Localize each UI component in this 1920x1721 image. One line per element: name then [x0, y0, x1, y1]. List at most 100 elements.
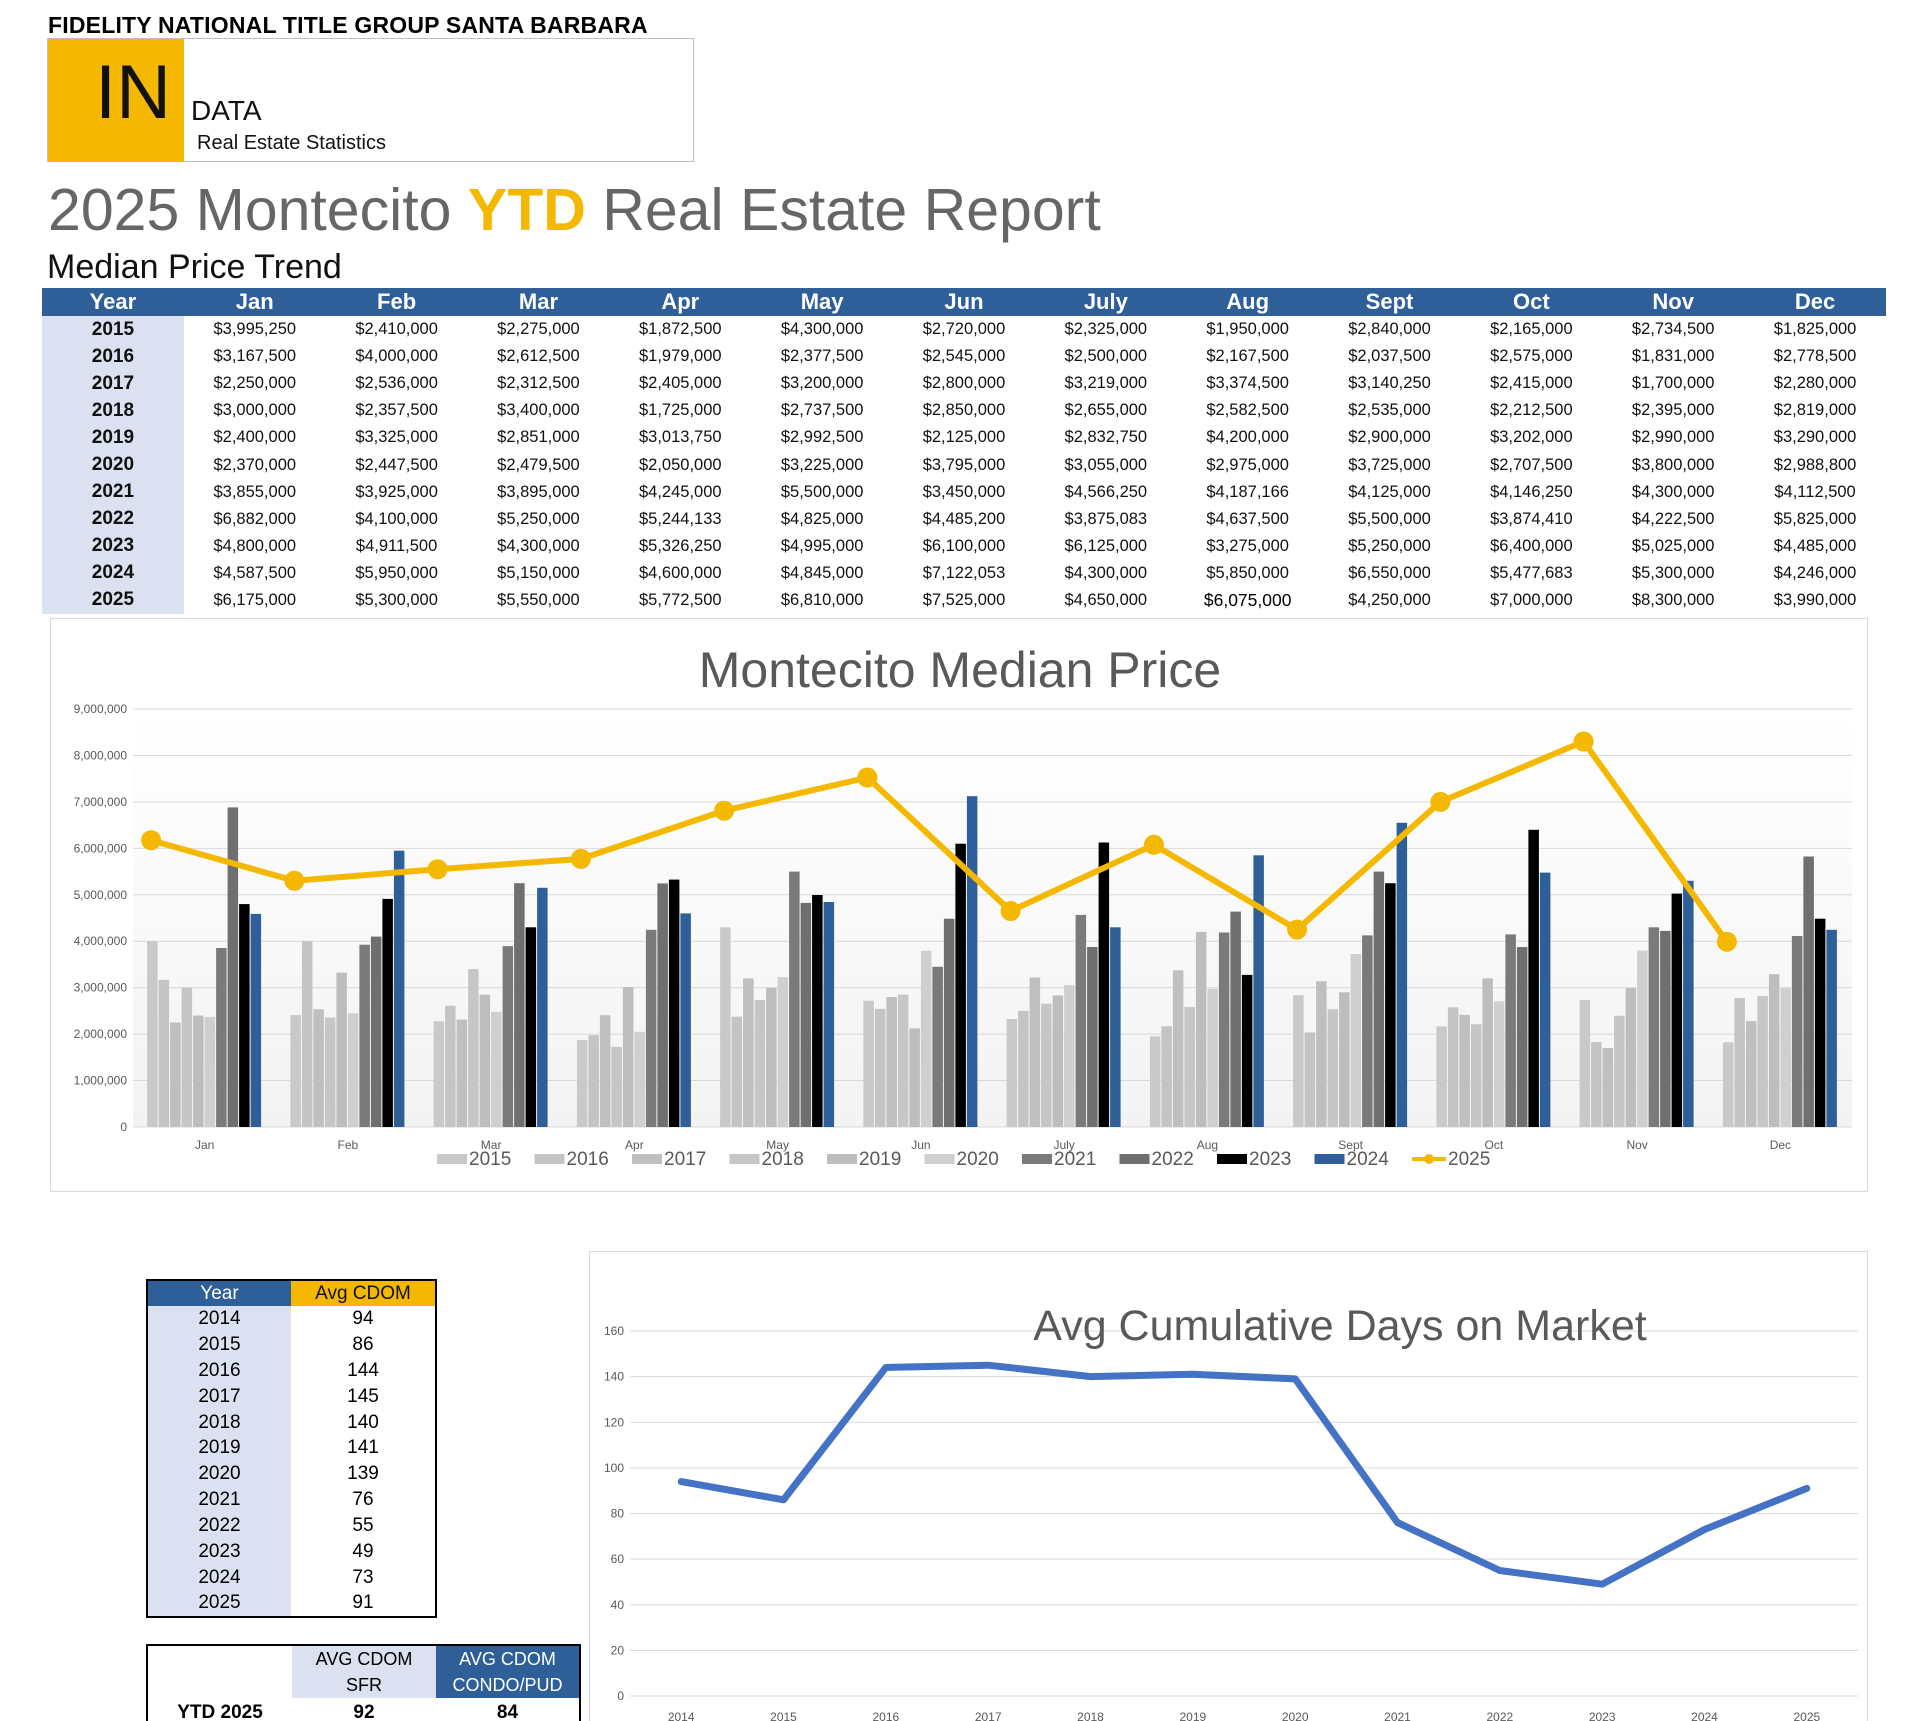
- bar-2024: [250, 913, 262, 1127]
- cdom-year: 2022: [147, 1513, 291, 1540]
- bar-2019: [1339, 992, 1350, 1127]
- bar-2022: [514, 883, 525, 1127]
- median-cell: $2,312,500: [497, 374, 580, 393]
- bar-2024: [1253, 855, 1264, 1127]
- bar-2021: [1791, 936, 1803, 1127]
- median-cell: $6,175,000: [213, 590, 297, 609]
- median-cell: $2,737,500: [780, 401, 864, 420]
- median-cell: $1,979,000: [639, 347, 722, 366]
- median-cell: $5,772,500: [639, 590, 722, 609]
- ytd-sfr-line2: SFR: [346, 1675, 382, 1695]
- bar-2016: [1447, 1007, 1459, 1127]
- ytd-header-sfr: AVG CDOM SFR: [292, 1645, 436, 1698]
- bar-2018: [1327, 1009, 1339, 1127]
- median-cell: $3,167,500: [213, 347, 297, 366]
- median-cell: $4,566,250: [1064, 482, 1148, 501]
- cdom-point: [1601, 1583, 1604, 1586]
- median-cell: $1,725,000: [639, 401, 722, 420]
- bar-2016: [731, 1016, 743, 1127]
- median-cell: $2,325,000: [1064, 320, 1148, 339]
- median-cell: $6,550,000: [1348, 563, 1431, 582]
- median-cell: $4,245,000: [639, 482, 722, 501]
- y-tick-label: 1,000,000: [74, 1074, 128, 1088]
- point-2025: [1430, 791, 1451, 812]
- legend-label: 2024: [1347, 1149, 1390, 1170]
- median-header-cell: Apr: [609, 288, 752, 316]
- legend-label: 2017: [664, 1149, 706, 1170]
- legend-swatch: [924, 1154, 955, 1164]
- x-tick-label: 2021: [1384, 1710, 1411, 1721]
- bar-2021: [645, 929, 657, 1127]
- median-cell: $5,300,000: [355, 590, 438, 609]
- median-cell: $4,485,000: [1773, 536, 1857, 555]
- bar-2020: [347, 1013, 359, 1127]
- median-row: 2017 $2,250,000 $2,536,000 $2,312,500 $2,405…: [42, 370, 1886, 398]
- x-tick-label: 2016: [872, 1710, 899, 1721]
- bar-2018: [468, 969, 479, 1127]
- y-tick-label: 9,000,000: [74, 702, 128, 716]
- bar-2022: [800, 902, 812, 1127]
- cdom-point: [1089, 1375, 1092, 1378]
- median-cell: $2,377,500: [780, 347, 864, 366]
- median-cell: $3,140,250: [1348, 374, 1431, 393]
- cdom-header-row: Year Avg CDOM: [147, 1280, 436, 1306]
- legend-swatch: [1217, 1154, 1247, 1164]
- median-cell: $4,000,000: [355, 347, 438, 366]
- median-cell: $2,988,800: [1773, 455, 1857, 474]
- median-cell: $3,795,000: [922, 455, 1006, 474]
- cdom-value: 144: [347, 1359, 379, 1381]
- median-header-cell: Dec: [1744, 288, 1886, 316]
- legend-swatch: [827, 1154, 857, 1164]
- cdom-point: [1498, 1569, 1501, 1572]
- median-cell: $2,405,000: [639, 374, 722, 393]
- x-tick-label: Sept: [1338, 1138, 1363, 1152]
- x-tick-label: Jun: [911, 1138, 930, 1152]
- bar-2017: [599, 1015, 611, 1127]
- median-row-year: 2019: [42, 424, 184, 452]
- bar-2021: [789, 871, 800, 1127]
- median-cell: $4,485,200: [922, 509, 1006, 528]
- y-tick-label: 120: [604, 1415, 624, 1429]
- plot-area: [133, 709, 1852, 1127]
- median-cell: $2,582,500: [1206, 401, 1289, 420]
- bar-2015: [433, 1021, 445, 1127]
- bar-2018: [324, 1017, 336, 1127]
- cdom-year: 2017: [147, 1383, 291, 1410]
- median-cell: $3,325,000: [355, 428, 438, 447]
- bar-2019: [1482, 978, 1493, 1127]
- median-cell: $6,100,000: [922, 536, 1006, 555]
- y-tick-label: 0: [617, 1689, 624, 1703]
- ytd-condo-line1: AVG CDOM: [459, 1649, 556, 1669]
- median-cell: $4,300,000: [497, 536, 580, 555]
- bar-2017: [1172, 970, 1184, 1127]
- legend-swatch: [1119, 1154, 1150, 1164]
- cdom-value: 145: [347, 1385, 379, 1407]
- cdom-header-year: Year: [147, 1280, 291, 1306]
- cdom-year: 2025: [147, 1590, 291, 1617]
- median-cell: $3,000,000: [213, 401, 297, 420]
- y-tick-label: 40: [611, 1598, 625, 1612]
- y-tick-label: 6,000,000: [74, 841, 128, 855]
- bar-2019: [622, 987, 634, 1127]
- y-tick-label: 4,000,000: [74, 934, 128, 948]
- median-cell: $2,990,000: [1631, 428, 1715, 447]
- median-cell: $4,911,500: [355, 536, 438, 555]
- median-cell: $4,100,000: [355, 509, 438, 528]
- bar-2015: [1149, 1036, 1161, 1127]
- bar-2022: [943, 918, 955, 1127]
- point-2025: [857, 767, 878, 788]
- bar-2016: [445, 1005, 456, 1127]
- x-tick-label: Oct: [1485, 1138, 1504, 1152]
- x-tick-label: Dec: [1770, 1138, 1791, 1152]
- bar-2017: [1029, 977, 1041, 1127]
- median-row: 2015 $3,995,250 $2,410,000 $2,275,000 $1,872…: [42, 316, 1886, 344]
- median-cell: $4,112,500: [1774, 482, 1856, 501]
- x-tick-label: 2019: [1179, 1710, 1206, 1721]
- median-cell: $3,874,410: [1490, 509, 1573, 528]
- median-cell: $5,150,000: [497, 563, 580, 582]
- median-cell: $5,850,000: [1206, 563, 1289, 582]
- median-cell: $4,825,000: [780, 509, 864, 528]
- median-cell: $3,800,000: [1631, 455, 1715, 474]
- bar-2023: [955, 843, 966, 1127]
- y-tick-label: 100: [604, 1461, 624, 1475]
